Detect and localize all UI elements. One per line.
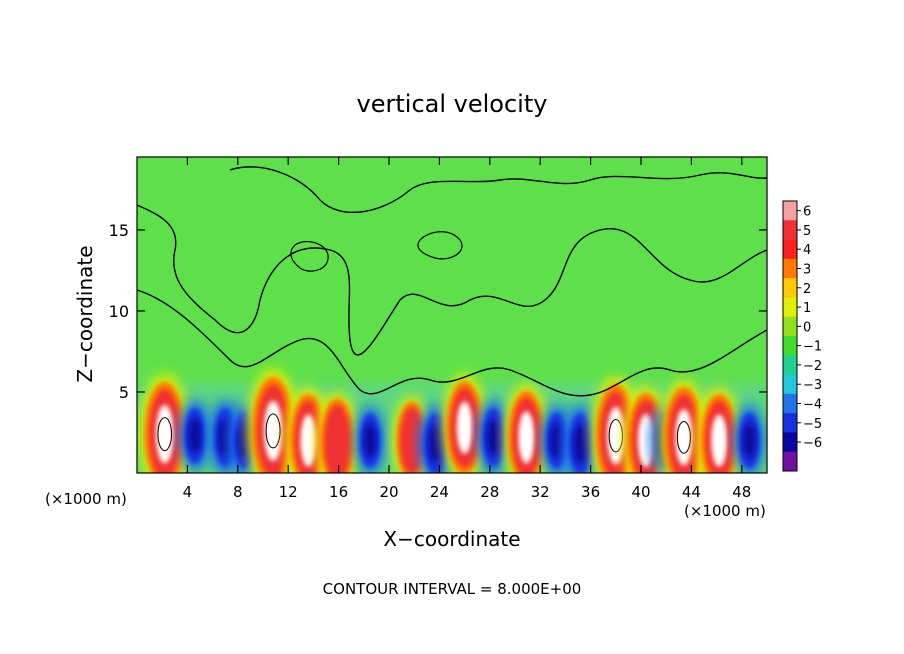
x-tick-label: 12 [279, 483, 298, 501]
x-unit-left: (×1000 m) [45, 490, 127, 508]
colorbar-swatch [783, 432, 797, 453]
colorbar-label: 5 [803, 224, 811, 239]
chart-title: vertical velocity [357, 90, 548, 118]
y-axis-label: Z−coordinate [73, 245, 97, 382]
colorbar-swatch [783, 220, 797, 241]
colorbar-frame [782, 200, 798, 472]
downdraft-cell [179, 399, 211, 472]
colorbar-label: −2 [803, 359, 822, 374]
x-tick-label: 48 [732, 483, 751, 501]
colorbar-swatch [783, 336, 797, 356]
updraft-cell [139, 373, 190, 473]
x-tick-label: 4 [183, 483, 193, 501]
x-tick-label: 36 [581, 483, 600, 501]
colorbar-swatch [783, 413, 797, 433]
colorbar-label: 0 [803, 320, 811, 335]
x-tick-label: 16 [329, 483, 348, 501]
y-tick-label: 15 [109, 221, 129, 240]
contour-line [676, 420, 691, 454]
colorbar-label: 3 [803, 263, 811, 278]
x-tick-label: 32 [531, 483, 550, 501]
x-tick-label: 28 [480, 483, 499, 501]
colorbar-swatch [783, 316, 797, 337]
colorbar-swatch [783, 374, 797, 395]
colorbar-swatch [783, 297, 797, 318]
contour-line [290, 241, 329, 272]
colorbar-label: −1 [803, 340, 822, 355]
updraft-cell [591, 376, 641, 473]
colorbar-label: 6 [803, 205, 811, 220]
x-tick-label: 44 [682, 483, 701, 501]
colorbar-label: 2 [803, 282, 811, 297]
x-tick-label: 20 [379, 483, 398, 501]
contour-line [137, 289, 767, 397]
contour-lines [137, 166, 767, 397]
colorbar: 6 5 4 3 2 1 0 −1 −2 −3 −4 −5 −6 [782, 200, 822, 472]
colorbar-label: −5 [803, 417, 822, 432]
contour-line [137, 204, 767, 356]
updraft-cell [503, 383, 549, 473]
contour-line [229, 166, 767, 213]
colorbar-label: −6 [803, 436, 822, 451]
colorbar-label: 4 [803, 243, 811, 258]
downdraft-cell [354, 405, 386, 473]
contour-line [608, 419, 623, 453]
colorbar-label: 1 [803, 301, 811, 316]
updraft-cell [659, 379, 709, 473]
contour-line [157, 417, 173, 452]
plot-frame [136, 156, 768, 474]
colorbar-label: −3 [803, 378, 822, 393]
updraft-cell [696, 386, 742, 473]
colorbar-swatch [783, 355, 797, 376]
downdraft-cell [476, 399, 511, 473]
velocity-field [137, 368, 767, 473]
x-tick-label: 40 [631, 483, 650, 501]
colorbar-swatch [783, 393, 797, 414]
downdraft-cell [563, 404, 599, 473]
colorbar-label: −4 [803, 398, 822, 413]
contour-line [265, 413, 281, 449]
x-unit-right: (×1000 m) [684, 502, 766, 520]
colorbar-swatch [783, 258, 797, 279]
colorbar-swatch [783, 201, 797, 221]
x-axis: 4 8 12 16 20 24 28 32 36 40 44 48 [183, 157, 751, 501]
colorbar-swatch [783, 278, 797, 298]
downdraft-cell [733, 404, 766, 473]
y-axis: 5 10 15 [109, 221, 767, 402]
colorbar-swatch [783, 239, 797, 260]
contour-interval-note: CONTOUR INTERVAL = 8.000E+00 [323, 580, 582, 598]
contour-line [417, 231, 463, 260]
y-tick-label: 10 [109, 302, 129, 321]
x-tick-label: 8 [233, 483, 243, 501]
x-tick-label: 24 [430, 483, 449, 501]
x-axis-label: X−coordinate [383, 527, 520, 551]
y-tick-label: 5 [119, 383, 129, 402]
updraft-cell [316, 391, 359, 473]
updraft-cell [442, 374, 488, 473]
colorbar-swatch [783, 451, 797, 472]
